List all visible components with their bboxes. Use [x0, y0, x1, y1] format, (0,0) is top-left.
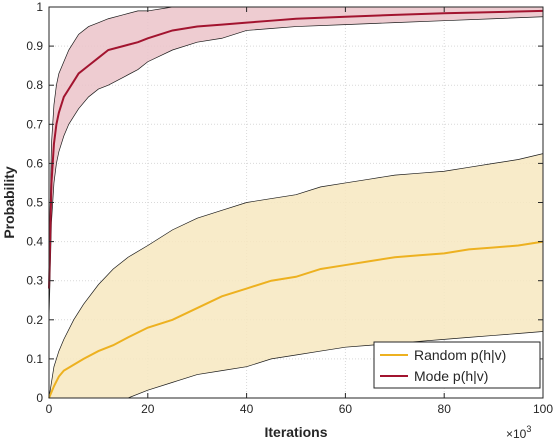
y-axis-ticks: 0 0.1 0.2 0.3 0.4 0.5 0.6 0.7 0.8 0.9 1 [26, 0, 543, 405]
x-tick-label-2: 40 [240, 402, 254, 416]
band-upper-edge-0 [48, 153, 544, 399]
y-tick-label-3: 0.3 [26, 274, 43, 288]
x-axis-multiplier-base: ×10 [506, 427, 527, 441]
x-tick-label-5: 100 [533, 402, 553, 416]
x-tick-label-0: 0 [46, 402, 53, 416]
x-tick-label-1: 20 [141, 402, 155, 416]
y-tick-label-6: 0.6 [26, 156, 43, 170]
series-lines [48, 9, 544, 399]
y-tick-label-4: 0.4 [26, 235, 43, 249]
x-axis-multiplier: ×103 [506, 424, 531, 441]
y-tick-label-9: 0.9 [26, 39, 43, 53]
x-tick-label-3: 60 [339, 402, 353, 416]
x-tick-label-4: 80 [438, 402, 452, 416]
y-tick-label-7: 0.7 [26, 117, 43, 131]
legend-box [373, 341, 541, 389]
y-axis-label: Probability [1, 166, 17, 239]
x-axis-label: Iterations [264, 424, 327, 440]
series-line-1 [48, 9, 544, 289]
legend-label-mode: Mode p(h|v) [414, 368, 488, 384]
y-tick-label-1: 0.1 [26, 352, 43, 366]
y-tick-label-8: 0.8 [26, 78, 43, 92]
x-axis-ticks: 0 20 40 60 80 100 [46, 7, 553, 416]
y-tick-label-10: 1 [36, 0, 43, 14]
legend: Random p(h|v) Mode p(h|v) [373, 341, 541, 389]
y-tick-label-2: 0.2 [26, 313, 43, 327]
legend-label-random: Random p(h|v) [414, 347, 506, 363]
y-tick-label-5: 0.5 [26, 196, 43, 210]
y-tick-label-0: 0 [36, 391, 43, 405]
band-series-1 [49, 7, 543, 320]
series-line-0 [48, 240, 544, 399]
x-axis-multiplier-exponent: 3 [526, 424, 531, 434]
band-lower-edge-1 [48, 16, 544, 320]
